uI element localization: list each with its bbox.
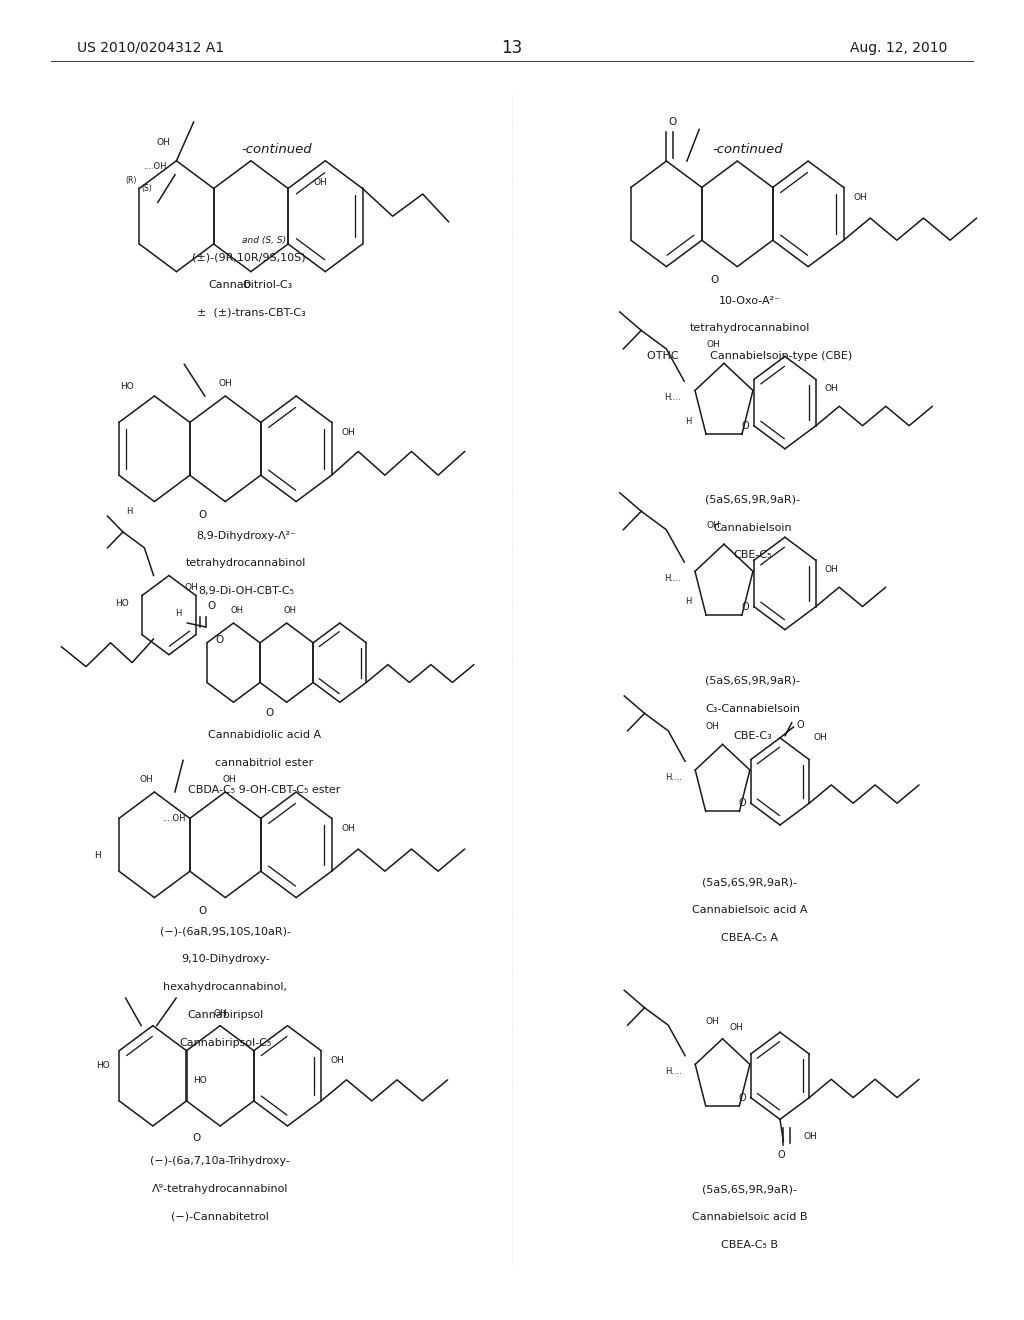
Text: Cannabitriol-C₃: Cannabitriol-C₃ [209, 280, 293, 290]
Text: O: O [265, 708, 273, 718]
Text: CBE-C₅: CBE-C₅ [733, 550, 772, 561]
Text: OH: OH [213, 1008, 227, 1018]
Text: H....: H.... [665, 393, 681, 403]
Text: Aug. 12, 2010: Aug. 12, 2010 [850, 41, 947, 54]
Text: Cannabiripsol: Cannabiripsol [187, 1010, 263, 1020]
Text: CBDA-C₅ 9-OH-CBT-C₅ ester: CBDA-C₅ 9-OH-CBT-C₅ ester [188, 785, 341, 796]
Text: H....: H.... [666, 1067, 682, 1076]
Text: OH: OH [331, 1056, 344, 1065]
Text: O: O [739, 799, 746, 808]
Text: OH: OH [804, 1133, 817, 1142]
Text: and (S, S): and (S, S) [242, 236, 286, 244]
Text: OH: OH [341, 429, 355, 437]
Text: OH: OH [222, 775, 237, 784]
Text: H: H [175, 609, 181, 618]
Text: (−)-(6a,7,10a-Trihydroxy-: (−)-(6a,7,10a-Trihydroxy- [151, 1156, 290, 1166]
Text: OH: OH [184, 583, 198, 591]
Text: -continued: -continued [242, 143, 311, 156]
Text: O: O [711, 275, 719, 285]
Text: 8,9-Dihydroxy-Λ²⁻: 8,9-Dihydroxy-Λ²⁻ [196, 531, 296, 541]
Text: O: O [741, 421, 750, 430]
Text: H....: H.... [665, 574, 681, 583]
Text: OH: OH [706, 1016, 719, 1026]
Text: Cannabielsoic acid B: Cannabielsoic acid B [692, 1212, 807, 1222]
Text: OH: OH [313, 178, 328, 187]
Text: US 2010/0204312 A1: US 2010/0204312 A1 [77, 41, 224, 54]
Text: 10-Oxo-A²⁻: 10-Oxo-A²⁻ [719, 296, 780, 306]
Text: OH: OH [218, 379, 232, 388]
Text: HO: HO [193, 1076, 207, 1085]
Text: ....OH: ....OH [143, 162, 167, 170]
Text: O: O [739, 1093, 746, 1102]
Text: OH: OH [707, 521, 720, 531]
Text: 13: 13 [502, 38, 522, 57]
Text: OH: OH [341, 825, 355, 833]
Text: (5aS,6S,9R,9aR)-: (5aS,6S,9R,9aR)- [706, 676, 800, 686]
Text: HO: HO [120, 381, 134, 391]
Text: HO: HO [96, 1061, 110, 1071]
Text: Cannabielsoin: Cannabielsoin [714, 523, 792, 533]
Text: OH: OH [814, 734, 827, 742]
Text: (5aS,6S,9R,9aR)-: (5aS,6S,9R,9aR)- [706, 495, 800, 506]
Text: CBEA-C₅ A: CBEA-C₅ A [721, 933, 778, 942]
Text: H: H [94, 851, 101, 859]
Text: Cannabidiolic acid A: Cannabidiolic acid A [208, 730, 322, 741]
Text: O: O [208, 601, 216, 611]
Text: O: O [797, 719, 805, 730]
Text: tetrahydrocannabinol: tetrahydrocannabinol [689, 323, 810, 334]
Text: O: O [243, 280, 251, 290]
Text: O: O [778, 1150, 785, 1160]
Text: O: O [215, 635, 224, 645]
Text: Λ⁹-tetrahydrocannabinol: Λ⁹-tetrahydrocannabinol [152, 1184, 289, 1193]
Text: hexahydrocannabinol,: hexahydrocannabinol, [163, 982, 288, 993]
Text: O: O [199, 906, 207, 916]
Text: OH: OH [824, 384, 838, 393]
Text: (±)-(9R,10R/9S,10S)-: (±)-(9R,10R/9S,10S)- [193, 252, 309, 263]
Text: OH: OH [729, 1023, 743, 1032]
Text: ±  (±)-trans-CBT-C₃: ± (±)-trans-CBT-C₃ [197, 308, 305, 318]
Text: 9,10-Dihydroxy-: 9,10-Dihydroxy- [181, 954, 269, 965]
Text: OTHC         Cannabielsoin-type (CBE): OTHC Cannabielsoin-type (CBE) [647, 351, 852, 362]
Text: Cannabiripsol-C₅: Cannabiripsol-C₅ [179, 1038, 271, 1048]
Text: CBE-C₃: CBE-C₃ [733, 731, 772, 742]
Text: cannabitriol ester: cannabitriol ester [215, 758, 313, 768]
Text: H: H [685, 598, 692, 606]
Text: O: O [193, 1134, 201, 1143]
Text: OH: OH [853, 194, 867, 202]
Text: (5aS,6S,9R,9aR)-: (5aS,6S,9R,9aR)- [702, 1185, 797, 1195]
Text: OH: OH [230, 606, 243, 615]
Text: O: O [199, 510, 207, 520]
Text: OH: OH [157, 137, 170, 147]
Text: OH: OH [706, 722, 719, 731]
Text: (R): (R) [126, 176, 137, 185]
Text: ....OH: ....OH [163, 814, 186, 822]
Text: H: H [685, 417, 692, 425]
Text: Cannabielsoic acid A: Cannabielsoic acid A [692, 906, 807, 915]
Text: -continued: -continued [713, 143, 782, 156]
Text: C₃-Cannabielsoin: C₃-Cannabielsoin [706, 704, 800, 714]
Text: (−)-(6aR,9S,10S,10aR)-: (−)-(6aR,9S,10S,10aR)- [160, 927, 291, 937]
Text: CBEA-C₅ B: CBEA-C₅ B [721, 1241, 778, 1250]
Text: H: H [126, 507, 132, 516]
Text: (5aS,6S,9R,9aR)-: (5aS,6S,9R,9aR)- [702, 878, 797, 887]
Text: OH: OH [824, 565, 838, 574]
Text: tetrahydrocannabinol: tetrahydrocannabinol [185, 558, 306, 569]
Text: H....: H.... [666, 772, 682, 781]
Text: OH: OH [284, 606, 296, 615]
Text: (S): (S) [141, 183, 153, 193]
Text: HO: HO [116, 599, 129, 607]
Text: 8,9-Di-OH-CBT-C₅: 8,9-Di-OH-CBT-C₅ [198, 586, 294, 597]
Text: O: O [741, 602, 750, 611]
Text: O: O [669, 116, 677, 127]
Text: OH: OH [707, 341, 720, 350]
Text: OH: OH [139, 775, 154, 784]
Text: (−)-Cannabitetrol: (−)-Cannabitetrol [171, 1212, 269, 1221]
